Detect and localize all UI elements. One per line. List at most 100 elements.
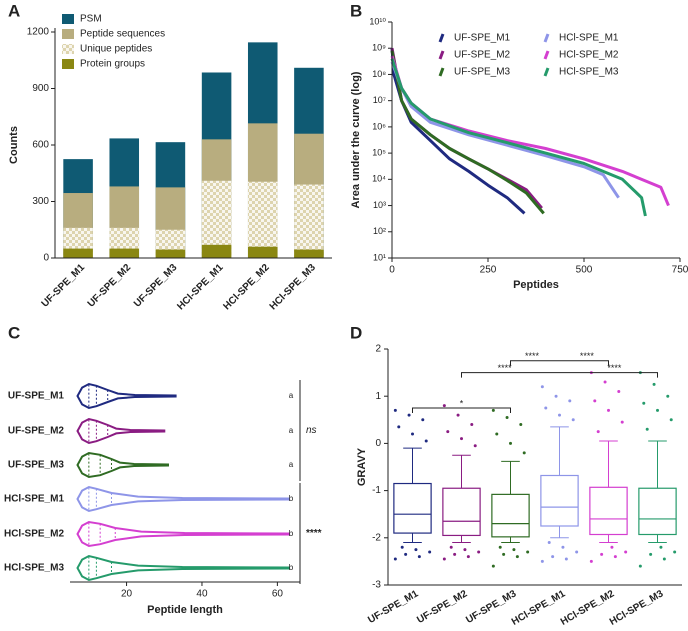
category-label: UF-SPE_M1 (8, 391, 65, 402)
point (404, 552, 408, 556)
legend-swatch (62, 59, 74, 69)
x-tick-label: HCl-SPE_M2 (559, 588, 617, 628)
y-tick-label: 0 (43, 253, 49, 264)
box (540, 474, 579, 527)
point (561, 545, 565, 549)
point (424, 439, 428, 443)
y-tick-label: 10¹ (373, 252, 386, 262)
bar (63, 248, 93, 258)
point (600, 552, 604, 556)
y-tick-label: 600 (32, 140, 49, 151)
point (417, 555, 421, 559)
point (568, 399, 572, 403)
legend-swatch (543, 33, 550, 43)
point (596, 430, 600, 434)
point (551, 555, 555, 559)
point (421, 418, 425, 422)
x-tick-label: 750 (672, 265, 688, 276)
point (393, 408, 397, 412)
x-tick-label: UF-SPE_M2 (415, 588, 469, 626)
point (442, 557, 446, 561)
point (449, 545, 453, 549)
significance-bracket (510, 360, 609, 366)
point (453, 552, 457, 556)
panel-label: D (350, 323, 362, 342)
legend-swatch (543, 67, 550, 77)
violin (76, 554, 290, 582)
category-label: HCl-SPE_M2 (4, 529, 64, 540)
x-tick-label: HCl-SPE_M3 (268, 262, 319, 313)
point (519, 423, 523, 427)
point (617, 389, 621, 393)
y-axis-title: Counts (8, 126, 20, 164)
panel-label: C (8, 323, 20, 342)
bar (247, 181, 278, 258)
y-tick-label: 1 (375, 391, 381, 402)
point (526, 550, 530, 554)
point (456, 413, 460, 417)
y-tick-label: -2 (372, 532, 381, 543)
group-letter: a (289, 460, 294, 469)
violin (76, 417, 166, 445)
point (491, 564, 495, 568)
point (515, 555, 519, 559)
y-tick-label: 10³ (373, 200, 386, 210)
category-label: HCl-SPE_M1 (4, 494, 64, 505)
significance-label: **** (580, 351, 595, 361)
x-axis-title: Peptides (513, 279, 559, 291)
point (446, 430, 450, 434)
x-tick-label: UF-SPE_M1 (366, 588, 420, 626)
x-tick-label: 0 (389, 265, 395, 276)
bar (109, 248, 140, 258)
point (505, 415, 509, 419)
y-tick-label: 10⁶ (372, 121, 386, 131)
point (603, 380, 607, 384)
legend-swatch (543, 50, 550, 60)
y-tick-label: -1 (372, 485, 381, 496)
panel-label: B (350, 1, 362, 20)
point (544, 406, 548, 410)
x-axis-title: Peptide length (147, 604, 223, 616)
significance-label: **** (525, 351, 540, 361)
x-tick-label: UF-SPE_M1 (40, 262, 88, 310)
y-tick-label: 10⁵ (372, 147, 386, 157)
group-letter: b (289, 529, 294, 538)
legend-label: HCl-SPE_M3 (559, 67, 619, 78)
box (442, 487, 481, 537)
point (610, 545, 614, 549)
legend-label: Protein groups (80, 59, 145, 70)
group-letter: a (289, 391, 294, 400)
point (540, 559, 544, 563)
point (613, 555, 617, 559)
legend-label: HCl-SPE_M2 (559, 50, 619, 61)
box (393, 482, 432, 534)
category-label: HCl-SPE_M3 (4, 563, 64, 574)
legend-swatch (438, 50, 445, 60)
legend-label: UF-SPE_M2 (454, 50, 511, 61)
bar (155, 249, 186, 258)
y-axis-title: GRAVY (356, 447, 368, 486)
y-tick-label: 10⁹ (372, 43, 386, 53)
group-letter: a (289, 426, 294, 435)
violin (76, 382, 177, 410)
point (607, 408, 610, 412)
legend-swatch (438, 67, 445, 77)
axis-line (54, 28, 332, 259)
group-letter: b (289, 494, 294, 503)
legend-swatch (62, 44, 74, 54)
category-label: UF-SPE_M2 (8, 426, 65, 437)
bar (294, 249, 324, 258)
significance-label: **** (498, 363, 513, 373)
x-tick-label: 500 (576, 265, 593, 276)
point (509, 441, 512, 445)
point (502, 552, 506, 556)
y-tick-label: 10⁴ (372, 174, 386, 184)
point (498, 545, 502, 549)
x-tick-label: 60 (272, 589, 284, 600)
point (659, 545, 663, 549)
x-tick-label: UF-SPE_M3 (132, 262, 180, 310)
point (624, 550, 628, 554)
significance-bracket (461, 372, 658, 378)
